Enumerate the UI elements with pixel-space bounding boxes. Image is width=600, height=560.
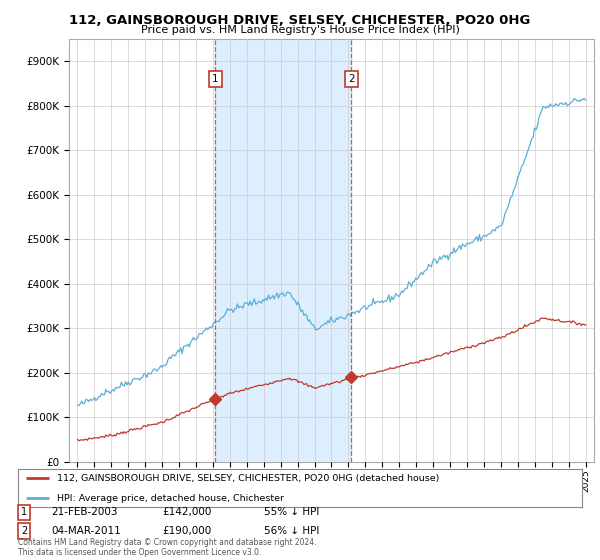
Text: 04-MAR-2011: 04-MAR-2011 <box>51 526 121 536</box>
Text: 112, GAINSBOROUGH DRIVE, SELSEY, CHICHESTER, PO20 0HG (detached house): 112, GAINSBOROUGH DRIVE, SELSEY, CHICHES… <box>58 474 440 483</box>
Text: HPI: Average price, detached house, Chichester: HPI: Average price, detached house, Chic… <box>58 494 284 503</box>
Text: 2: 2 <box>348 74 355 84</box>
Text: 2: 2 <box>21 526 27 536</box>
Text: 1: 1 <box>212 74 218 84</box>
Text: 1: 1 <box>21 507 27 517</box>
Text: 56% ↓ HPI: 56% ↓ HPI <box>264 526 319 536</box>
Text: 55% ↓ HPI: 55% ↓ HPI <box>264 507 319 517</box>
Text: £142,000: £142,000 <box>162 507 211 517</box>
Text: Price paid vs. HM Land Registry's House Price Index (HPI): Price paid vs. HM Land Registry's House … <box>140 25 460 35</box>
Text: 21-FEB-2003: 21-FEB-2003 <box>51 507 118 517</box>
Bar <box>215 39 352 462</box>
Text: £190,000: £190,000 <box>162 526 211 536</box>
Text: 112, GAINSBOROUGH DRIVE, SELSEY, CHICHESTER, PO20 0HG: 112, GAINSBOROUGH DRIVE, SELSEY, CHICHES… <box>70 14 530 27</box>
Text: Contains HM Land Registry data © Crown copyright and database right 2024.
This d: Contains HM Land Registry data © Crown c… <box>18 538 317 557</box>
